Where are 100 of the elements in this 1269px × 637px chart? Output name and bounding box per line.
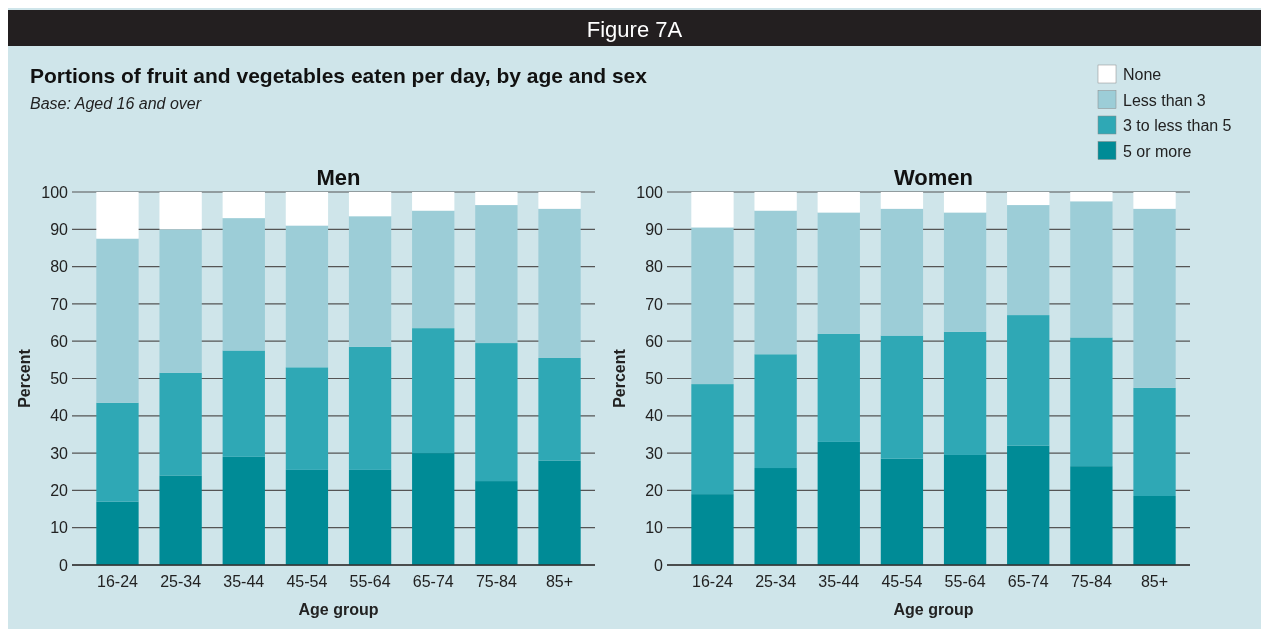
y-tick-label: 10 <box>50 519 69 537</box>
x-tick-label: 35-44 <box>818 573 860 590</box>
bar <box>1133 192 1176 209</box>
bar <box>222 456 265 565</box>
y-axis-title: Percent <box>16 348 33 408</box>
bar <box>817 333 860 442</box>
bar <box>159 475 202 565</box>
bar <box>691 494 734 565</box>
legend-label: None <box>1123 66 1162 83</box>
legend-label: 3 to less than 5 <box>1123 117 1232 134</box>
bar <box>880 192 924 209</box>
bar <box>159 192 202 230</box>
bar <box>1007 192 1050 206</box>
y-tick-label: 0 <box>654 556 664 574</box>
legend-label: 5 or more <box>1123 142 1192 160</box>
bar <box>1007 445 1050 565</box>
bar <box>691 384 734 495</box>
y-tick-label: 60 <box>645 332 664 350</box>
y-tick-label: 20 <box>645 482 664 499</box>
bar <box>1133 496 1176 565</box>
x-tick-label: 75-84 <box>1070 573 1112 590</box>
bar <box>880 458 924 565</box>
x-tick-label: 85+ <box>1140 573 1169 590</box>
bar <box>880 335 924 459</box>
bar <box>412 210 455 329</box>
x-axis-title: Age group <box>298 601 379 618</box>
bar <box>348 216 392 347</box>
legend-label: Less than 3 <box>1123 91 1206 109</box>
bar <box>96 192 139 239</box>
bar <box>817 192 860 213</box>
y-tick-label: 50 <box>645 370 664 388</box>
bar <box>943 192 987 213</box>
bar <box>222 350 265 457</box>
y-tick-label: 70 <box>50 295 69 313</box>
bar <box>96 238 139 403</box>
y-axis-title: Percent <box>611 348 628 408</box>
y-tick-label: 90 <box>50 220 69 238</box>
bar <box>538 192 581 209</box>
bar <box>943 454 987 565</box>
bar <box>1070 192 1113 202</box>
y-tick-label: 80 <box>50 258 69 276</box>
bar <box>1007 205 1050 316</box>
caption: Figure 7A <box>586 17 683 42</box>
x-tick-label: 45-54 <box>286 573 328 590</box>
x-tick-label: 65-74 <box>1007 573 1049 590</box>
y-tick-label: 40 <box>645 407 664 425</box>
bar <box>475 343 518 482</box>
bar <box>1070 337 1113 467</box>
bar <box>348 469 392 565</box>
y-tick-label: 70 <box>645 295 664 313</box>
bar <box>285 469 329 565</box>
x-tick-label: 75-84 <box>475 573 517 590</box>
x-tick-label: 55-64 <box>349 573 391 590</box>
bar <box>285 192 329 226</box>
bar <box>475 481 518 565</box>
y-tick-label: 30 <box>50 444 69 462</box>
bar <box>538 460 581 565</box>
bar <box>1070 466 1113 565</box>
text: Base: Aged 16 and over <box>30 95 202 112</box>
chart-title: Women <box>893 165 974 190</box>
y-tick-label: 0 <box>59 556 69 574</box>
bar <box>412 192 455 211</box>
y-tick-label: 50 <box>50 370 69 388</box>
bar <box>817 212 860 334</box>
y-tick-label: 40 <box>50 407 69 425</box>
bar <box>348 192 392 217</box>
x-axis-title: Age group <box>893 601 974 618</box>
y-tick-label: 100 <box>41 183 69 201</box>
x-tick-label: 16-24 <box>97 573 139 590</box>
bar <box>1070 201 1113 338</box>
x-tick-label: 25-34 <box>755 573 797 590</box>
chart-title: Men <box>316 165 361 190</box>
bar <box>754 468 797 565</box>
bar <box>691 192 734 228</box>
bar <box>159 229 202 373</box>
bar <box>412 453 455 565</box>
x-tick-label: 55-64 <box>944 573 986 590</box>
bar <box>285 225 329 368</box>
bar <box>285 367 329 470</box>
x-tick-label: 85+ <box>545 573 574 590</box>
bar <box>817 441 860 565</box>
x-tick-label: 25-34 <box>160 573 202 590</box>
bar <box>348 346 392 470</box>
bar <box>1007 315 1050 446</box>
bar <box>943 212 987 332</box>
bar <box>96 501 139 565</box>
x-tick-label: 45-54 <box>881 573 923 590</box>
bar <box>475 192 518 206</box>
text: Portions of fruit and vegetables eaten per day, by age and sex <box>30 64 648 87</box>
bar <box>754 354 797 469</box>
y-tick-label: 100 <box>636 183 664 201</box>
bar <box>96 402 139 502</box>
bar <box>754 210 797 355</box>
bar <box>412 328 455 454</box>
bar <box>475 205 518 344</box>
y-tick-label: 60 <box>50 332 69 350</box>
bar <box>538 208 581 358</box>
bar <box>880 208 924 336</box>
x-tick-label: 65-74 <box>412 573 454 590</box>
y-tick-label: 80 <box>645 258 664 276</box>
